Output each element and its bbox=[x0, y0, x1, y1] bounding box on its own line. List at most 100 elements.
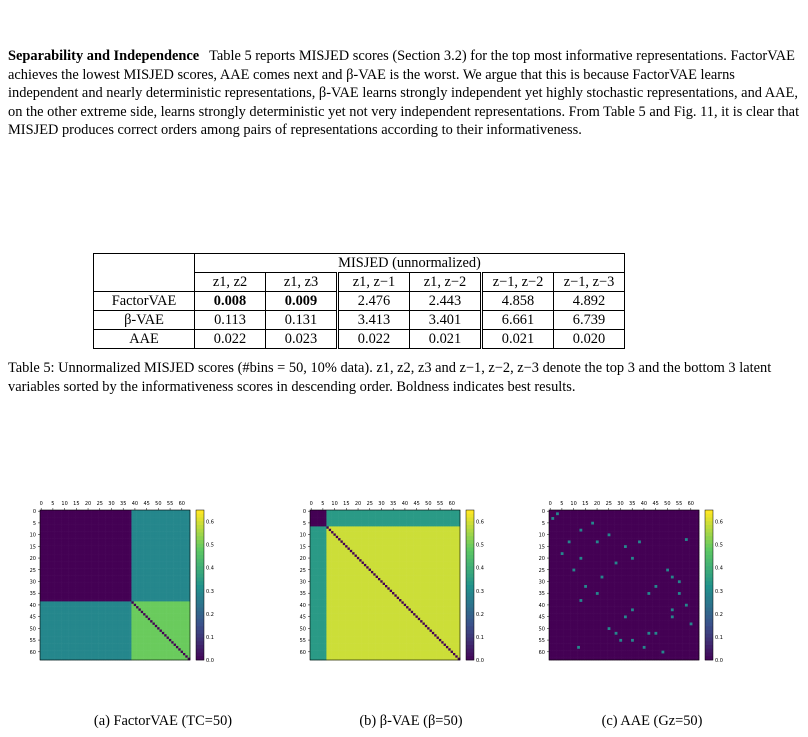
heatmap-cell bbox=[117, 521, 120, 525]
heatmap-cell bbox=[117, 594, 120, 598]
heatmap-cell bbox=[103, 613, 106, 616]
heatmap-cell bbox=[126, 561, 130, 565]
heatmap-cell bbox=[112, 524, 116, 527]
heatmap-cell bbox=[51, 526, 55, 530]
heatmap-cell bbox=[129, 526, 132, 530]
heatmap-cell bbox=[54, 622, 57, 626]
heatmap-cell bbox=[58, 566, 62, 569]
heatmap-cell bbox=[173, 622, 177, 626]
heatmap-cell bbox=[91, 601, 95, 605]
heatmap-cell bbox=[100, 603, 104, 607]
heatmap-cell bbox=[450, 531, 454, 534]
heatmap-cell bbox=[140, 652, 144, 656]
heatmap-cell bbox=[54, 652, 57, 656]
heatmap-cell bbox=[72, 514, 76, 518]
heatmap-cell bbox=[117, 650, 120, 654]
heatmap-cell bbox=[49, 589, 53, 593]
heatmap-cell bbox=[100, 510, 104, 513]
heatmap-cell bbox=[86, 587, 90, 590]
heatmap-cell bbox=[117, 622, 120, 626]
heatmap-cell bbox=[175, 652, 179, 656]
heatmap-cell bbox=[131, 627, 135, 630]
cell: 0.131 bbox=[265, 310, 339, 330]
heatmap-cell bbox=[100, 627, 104, 630]
heatmap-cell bbox=[157, 561, 160, 565]
heatmap-cell bbox=[182, 627, 186, 630]
heatmap-cell bbox=[427, 533, 430, 537]
heatmap-cell bbox=[72, 519, 76, 523]
heatmap-cell bbox=[65, 643, 69, 647]
heatmap-cell bbox=[105, 636, 109, 640]
heatmap-cell bbox=[152, 531, 156, 534]
heatmap-cell bbox=[129, 631, 132, 635]
heatmap-cell bbox=[171, 615, 174, 619]
heatmap-cell bbox=[77, 615, 81, 619]
heatmap-cell bbox=[42, 580, 45, 583]
heatmap-cell bbox=[413, 517, 416, 520]
heatmap-cell bbox=[44, 641, 48, 644]
heatmap-cell bbox=[91, 521, 95, 525]
heatmap-cell bbox=[96, 599, 99, 602]
heatmap-cell bbox=[143, 531, 146, 534]
heatmap-cell bbox=[331, 533, 334, 537]
heatmap-cell bbox=[65, 524, 69, 527]
heatmap-cell bbox=[361, 517, 365, 520]
heatmap-cell bbox=[119, 547, 123, 551]
heatmap-cell bbox=[450, 510, 454, 513]
heatmap-cell bbox=[129, 552, 132, 555]
heatmap-cell bbox=[352, 512, 355, 515]
heatmap-cell bbox=[49, 533, 53, 537]
heatmap-cell bbox=[63, 528, 67, 532]
heatmap-cell bbox=[187, 641, 191, 644]
heatmap-cell bbox=[157, 554, 160, 558]
heatmap-cell bbox=[68, 524, 71, 527]
heatmap-cell bbox=[65, 512, 69, 515]
heatmap-cell bbox=[119, 538, 123, 541]
heatmap-cell bbox=[150, 648, 153, 651]
heatmap-cell bbox=[105, 629, 109, 633]
heatmap-cell bbox=[115, 631, 118, 635]
heatmap-cell bbox=[86, 554, 90, 558]
heatmap-cell bbox=[342, 519, 346, 523]
heatmap-cell bbox=[361, 514, 365, 518]
heatmap-cell bbox=[51, 599, 55, 602]
heatmap-cell bbox=[150, 549, 153, 553]
heatmap-cell bbox=[359, 514, 362, 518]
heatmap-cell bbox=[86, 526, 90, 530]
heatmap-cell bbox=[175, 526, 179, 530]
heatmap-cell bbox=[51, 519, 55, 523]
heatmap-cell bbox=[185, 652, 188, 656]
heatmap-cell bbox=[136, 545, 139, 548]
heatmap-cell bbox=[79, 645, 83, 649]
heatmap-cell bbox=[56, 524, 60, 527]
heatmap-cell bbox=[51, 570, 55, 574]
heatmap-cell bbox=[65, 566, 69, 569]
heatmap-cell bbox=[157, 545, 160, 548]
heatmap-cell bbox=[443, 526, 447, 530]
heatmap-cell bbox=[112, 592, 116, 595]
heatmap-cell bbox=[399, 526, 402, 530]
heatmap-cell bbox=[152, 613, 156, 616]
heatmap-cell bbox=[107, 657, 111, 661]
heatmap-cell bbox=[147, 585, 151, 588]
heatmap-cell bbox=[77, 648, 81, 651]
heatmap-cell bbox=[49, 570, 53, 574]
heatmap-cell bbox=[166, 613, 170, 616]
heatmap-cell bbox=[72, 624, 76, 628]
heatmap-cell bbox=[107, 540, 111, 544]
y-tick-label: 15 bbox=[30, 544, 36, 550]
heatmap-cell bbox=[328, 524, 332, 527]
heatmap-cell bbox=[105, 517, 109, 520]
heatmap-cell bbox=[138, 596, 142, 600]
heatmap-cell bbox=[152, 643, 156, 647]
heatmap-cell bbox=[452, 519, 456, 523]
heatmap-cell bbox=[147, 559, 151, 562]
heatmap-cell bbox=[82, 580, 85, 583]
heatmap-cell bbox=[44, 645, 48, 649]
heatmap-cell bbox=[56, 538, 60, 541]
heatmap-cell bbox=[159, 542, 163, 546]
heatmap-cell bbox=[105, 526, 109, 530]
heatmap-cell bbox=[182, 580, 186, 583]
heatmap-cell bbox=[58, 528, 62, 532]
heatmap-cell bbox=[115, 610, 118, 614]
